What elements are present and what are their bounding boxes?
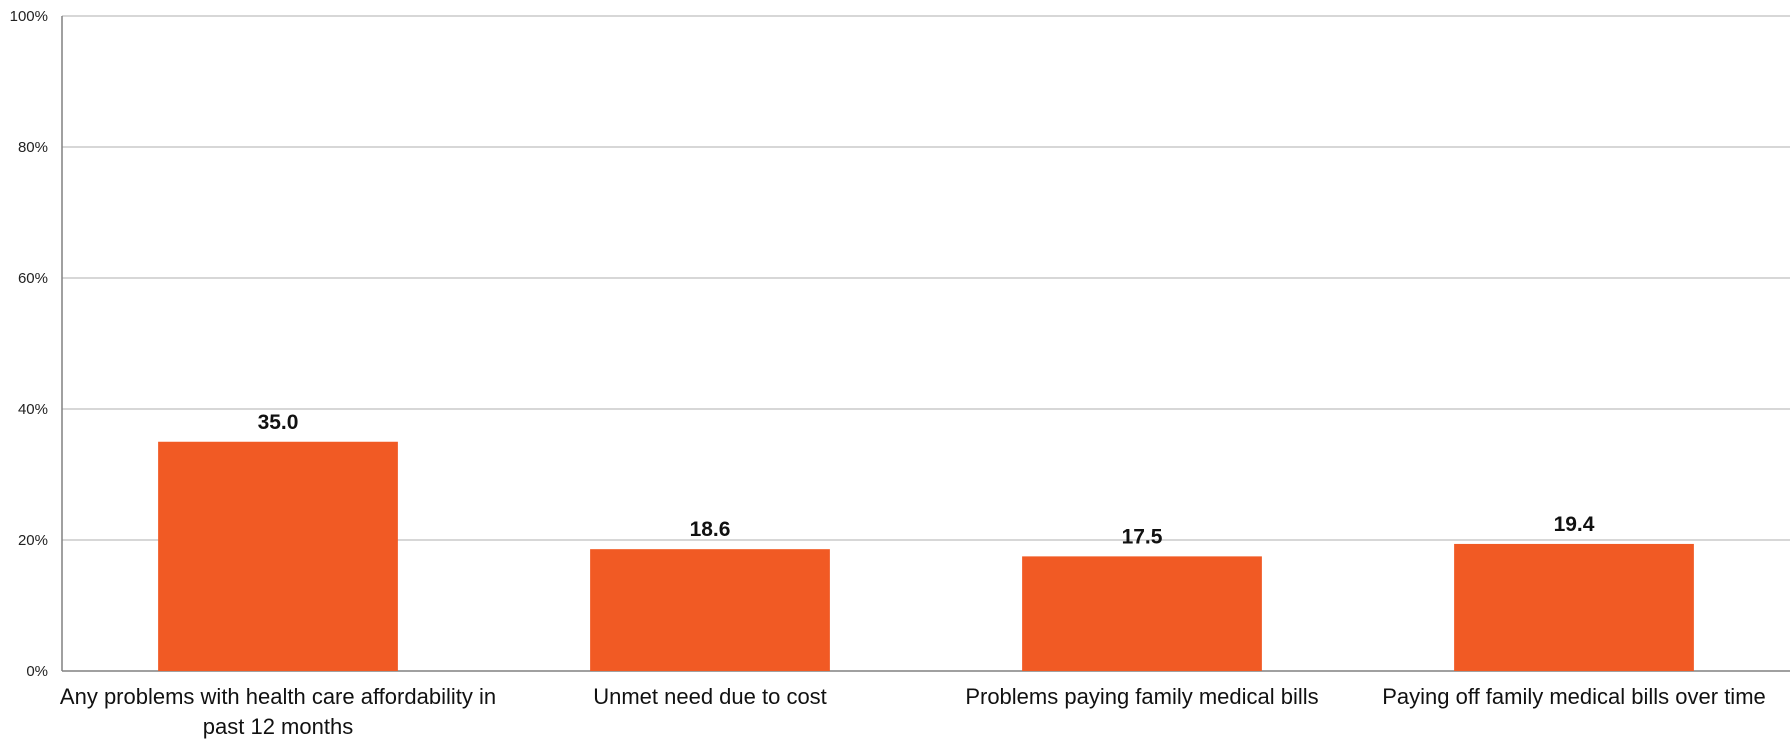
x-category-label: Problems paying family medical bills	[965, 684, 1318, 709]
x-category-label: Paying off family medical bills over tim…	[1382, 684, 1766, 709]
x-category-label: Unmet need due to cost	[593, 684, 827, 709]
y-tick-label: 40%	[18, 401, 48, 418]
bar-value-label: 18.6	[690, 518, 731, 541]
bar-value-label: 19.4	[1554, 513, 1595, 536]
x-category-label-line: Unmet need due to cost	[593, 684, 827, 709]
y-tick-label: 20%	[18, 532, 48, 549]
bar	[158, 441, 398, 671]
y-tick-label: 100%	[10, 8, 48, 25]
x-category-label: Any problems with health care affordabil…	[60, 684, 496, 739]
y-tick-label: 0%	[26, 663, 48, 680]
bar	[590, 549, 830, 671]
bar-value-label: 35.0	[258, 411, 299, 434]
y-tick-label: 80%	[18, 139, 48, 156]
x-category-label-line: past 12 months	[203, 714, 353, 739]
x-category-label-line: Paying off family medical bills over tim…	[1382, 684, 1766, 709]
bar-value-label: 17.5	[1122, 525, 1163, 548]
x-category-label-line: Any problems with health care affordabil…	[60, 684, 496, 709]
bar	[1454, 543, 1694, 671]
bar	[1022, 556, 1262, 671]
y-tick-label: 60%	[18, 270, 48, 287]
x-category-label-line: Problems paying family medical bills	[965, 684, 1318, 709]
